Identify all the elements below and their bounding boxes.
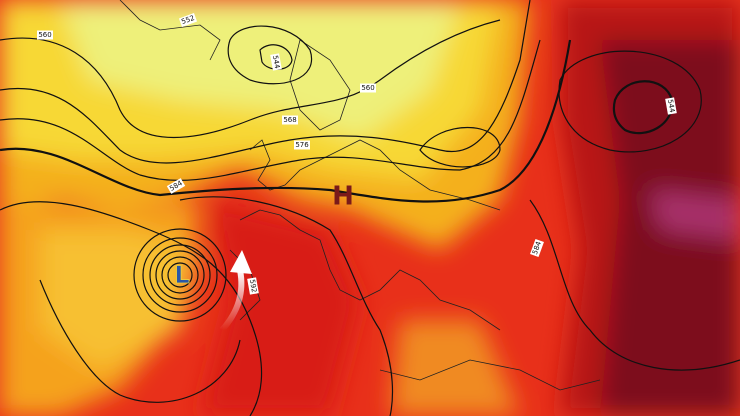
- contour-label-bg: [37, 30, 53, 40]
- contour-label: 560: [360, 83, 376, 93]
- contour-label-text: 592: [248, 279, 258, 294]
- contour-label-text: 544: [666, 99, 676, 114]
- flow-arrowhead: [230, 250, 252, 274]
- contour-label: 592: [247, 277, 259, 295]
- contour-label-bg: [530, 238, 544, 258]
- contour-label-bg: [178, 13, 198, 27]
- contour-label: 576: [294, 140, 310, 150]
- contour-label-bg: [166, 178, 186, 194]
- contour-label-text: 560: [38, 31, 51, 39]
- contour-label-bg: [270, 53, 282, 71]
- contour-label: 560: [37, 30, 53, 40]
- contour-label: 544: [665, 97, 677, 115]
- low-rings: [133, 228, 227, 322]
- contour-label: 544: [270, 53, 282, 71]
- contour-label-bg: [247, 277, 259, 295]
- contour-label: 552: [178, 13, 198, 27]
- contour-label-text: 544: [271, 55, 281, 70]
- contour-label: 568: [282, 115, 298, 125]
- low-pressure-label: L: [174, 261, 189, 289]
- flow-arrow: [219, 269, 245, 333]
- high-pressure-label: H: [332, 182, 354, 212]
- contour-label-text: 560: [361, 84, 374, 92]
- contour-label-bg: [665, 97, 677, 115]
- contour-label: 584: [530, 238, 544, 258]
- contour-label-bg: [360, 83, 376, 93]
- contour-label-bg: [294, 140, 310, 150]
- contour-label-bg: [282, 115, 298, 125]
- contour-label-text: 568: [283, 116, 296, 124]
- contour-label-text: 576: [295, 141, 309, 149]
